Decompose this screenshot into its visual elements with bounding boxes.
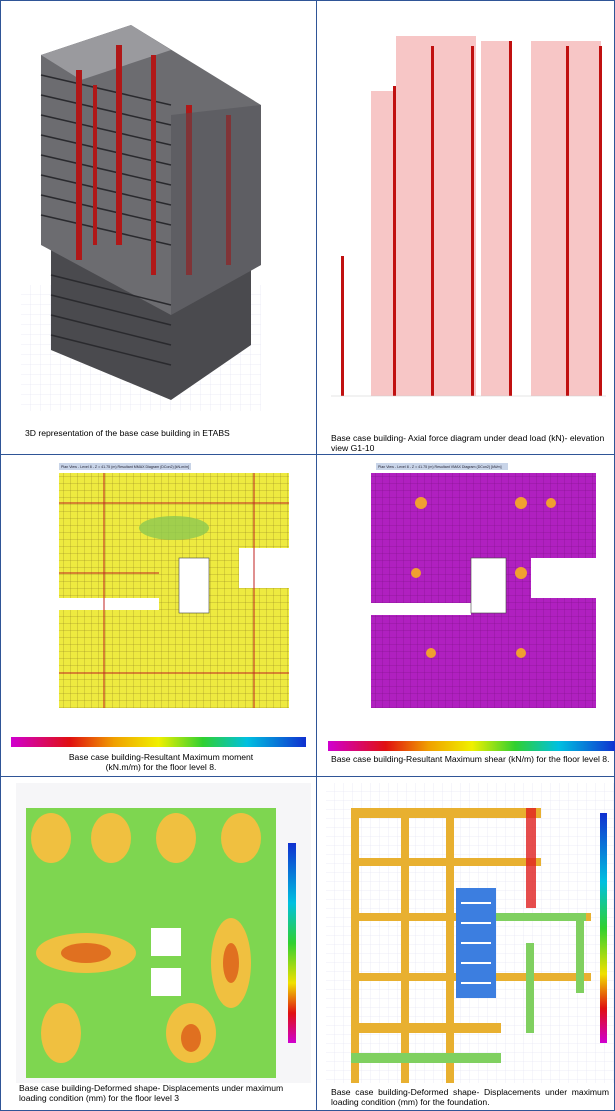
caption: Base case building-Deformed shape- Displ… (331, 1087, 609, 1107)
caption: Base case building-Resultant Maximum she… (331, 754, 611, 764)
divider (316, 1, 317, 1110)
colorbar (11, 737, 306, 747)
shear-image: Plan View - Level 8 - Z = 41.75 (m) Resu… (341, 463, 611, 723)
divider (1, 776, 614, 777)
displacement-floor-image (16, 783, 311, 1083)
caption: 3D representation of the base case build… (25, 428, 305, 438)
table: 3D representation of the base case build… (0, 0, 615, 1111)
caption: Base case building-Resultant Maximum mom… (51, 752, 271, 772)
caption: Base case building- Axial force diagram … (331, 433, 606, 453)
axial-force-image (331, 26, 606, 401)
colorbar (328, 741, 615, 751)
image-header: Plan View - Level 8 - Z = 41.75 (m) Resu… (61, 465, 189, 469)
divider (1, 454, 614, 455)
caption: Base case building-Deformed shape- Displ… (19, 1083, 309, 1103)
building-3d-image (21, 15, 261, 411)
moment-image: Plan View - Level 8 - Z = 41.75 (m) Resu… (29, 463, 314, 723)
displacement-foundation-image (326, 783, 614, 1083)
image-header: Plan View - Level 8 - Z = 41.75 (m) Resu… (378, 465, 501, 469)
